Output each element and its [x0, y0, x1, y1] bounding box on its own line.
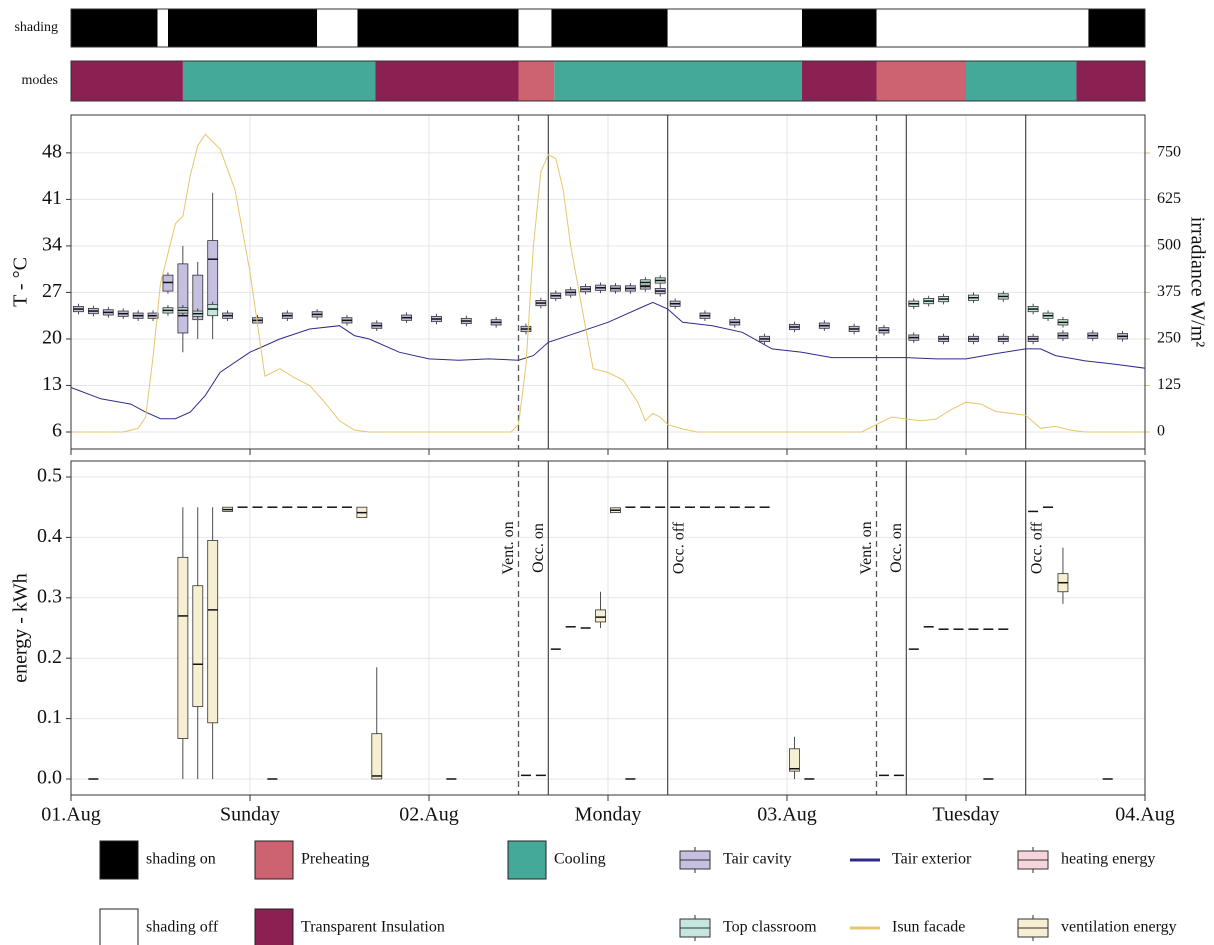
strip-span	[518, 61, 555, 101]
x-tick-label: 04.Aug	[1115, 804, 1174, 826]
y-tick-label: 0.5	[37, 465, 62, 487]
strip-span	[1076, 61, 1145, 101]
box	[371, 733, 383, 780]
y-tick-label: 41	[42, 187, 62, 209]
strip-span	[966, 61, 1077, 101]
strip-frame	[70, 8, 1146, 48]
strip-span	[1088, 9, 1145, 47]
legend-swatch	[507, 840, 547, 880]
x-tick-label: 03.Aug	[757, 804, 816, 826]
box	[595, 609, 606, 623]
box	[177, 263, 189, 334]
x-tick-label: Tuesday	[932, 804, 999, 826]
strip-span	[801, 61, 877, 101]
y2-tick-label: 625	[1157, 190, 1181, 207]
legend-swatch	[254, 840, 294, 880]
y-tick-label: 48	[42, 140, 62, 162]
y-tick-label: 6	[52, 420, 62, 442]
plot-frame	[70, 460, 1146, 796]
y-tick-label: 13	[42, 373, 62, 395]
y-tick-label: 0.3	[37, 585, 62, 607]
strip-span	[71, 61, 183, 101]
event-label: Occ. on	[888, 523, 905, 573]
event-label: Vent. on	[500, 521, 517, 574]
y2-tick-label: 0	[1157, 423, 1165, 440]
strip-span	[167, 9, 318, 47]
event-label: Vent. on	[858, 521, 875, 574]
box	[207, 240, 219, 307]
box	[192, 585, 204, 707]
x-tick-label: Monday	[575, 804, 642, 826]
legend-label: heating energy	[1061, 851, 1155, 868]
strip-span	[357, 9, 519, 47]
box	[207, 303, 219, 317]
box	[177, 556, 189, 739]
strip-frame	[70, 60, 1146, 102]
strip-span	[518, 9, 552, 47]
y2-tick-label: 250	[1157, 330, 1181, 347]
strip-span	[71, 9, 158, 47]
strip-span	[551, 9, 668, 47]
legend-swatch	[99, 908, 139, 945]
box	[192, 274, 204, 321]
legend-label: Tair exterior	[892, 851, 972, 868]
strip-span	[157, 9, 168, 47]
box	[789, 748, 800, 772]
legend-label: shading off	[146, 919, 219, 936]
y-axis-label: energy - kWh	[10, 573, 32, 683]
strip-span	[317, 9, 358, 47]
legend-label: Tair cavity	[723, 851, 792, 868]
y-tick-label: 34	[42, 234, 62, 256]
event-label: Occ. on	[530, 523, 547, 573]
event-label: Occ. off	[670, 521, 687, 574]
strip-span	[801, 9, 877, 47]
legend-label: shading on	[146, 851, 216, 868]
legend-label: Top classroom	[723, 919, 817, 936]
y-tick-label: 0.4	[37, 525, 62, 547]
box	[207, 540, 219, 724]
legend-label: Cooling	[554, 851, 606, 868]
plot-frame	[70, 114, 1146, 450]
y-tick-label: 0.1	[37, 706, 62, 728]
event-label: Occ. off	[1028, 521, 1045, 574]
strip-label: shading	[14, 20, 58, 35]
line	[70, 301, 1146, 420]
y-tick-label: 27	[42, 280, 62, 302]
y2-tick-label: 750	[1157, 144, 1181, 161]
strip-span	[667, 9, 802, 47]
strip-span	[876, 61, 966, 101]
legend-label: Isun facade	[892, 919, 965, 936]
y2-tick-label: 500	[1157, 237, 1181, 254]
strip-span	[876, 9, 1089, 47]
legend-label: Preheating	[301, 851, 369, 868]
x-tick-label: 02.Aug	[399, 804, 458, 826]
y-tick-label: 20	[42, 327, 62, 349]
legend-swatch	[99, 840, 139, 880]
x-tick-label: 01.Aug	[41, 804, 100, 826]
legend-swatch	[254, 908, 294, 945]
y2-tick-label: 375	[1157, 283, 1181, 300]
strip-label: modes	[21, 73, 58, 88]
strip-span	[375, 61, 519, 101]
strip-span	[554, 61, 802, 101]
line	[71, 133, 1145, 433]
y2-axis-label: irradiance W/m²	[1186, 217, 1208, 348]
strip-span	[182, 61, 376, 101]
legend-label: ventilation energy	[1061, 919, 1177, 936]
x-tick-label: Sunday	[220, 804, 280, 826]
y-tick-label: 0.0	[37, 767, 62, 789]
y-tick-label: 0.2	[37, 646, 62, 668]
y2-tick-label: 125	[1157, 376, 1181, 393]
legend-label: Transparent Insulation	[301, 919, 445, 936]
y-axis-label: T - °C	[10, 257, 32, 307]
